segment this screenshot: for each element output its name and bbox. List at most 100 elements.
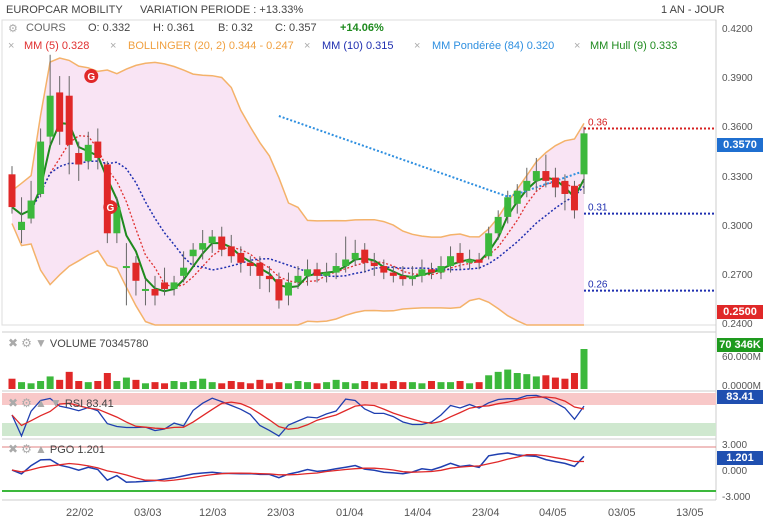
date-tick-label: 04/05 [539, 507, 567, 519]
period-selector[interactable]: 1 AN - JOUR [661, 4, 725, 16]
hull-label: MM Hull (9) 0.333 [590, 40, 678, 52]
volume-bar [447, 382, 455, 389]
close-icon[interactable]: × [110, 40, 117, 52]
gear-icon[interactable]: ⚙ [8, 23, 18, 35]
candle-body [132, 262, 140, 281]
candle-body [466, 259, 474, 263]
volume-bar [218, 383, 226, 389]
rsi-tag: 83.41 [717, 390, 763, 404]
candle-body [227, 246, 235, 257]
candles-group [8, 54, 588, 309]
candle-body [342, 259, 350, 267]
close-value: C: 0.357 [275, 22, 317, 34]
rsi-oversold-zone [2, 423, 716, 436]
volume-bar [265, 383, 273, 389]
close-icon[interactable]: ✖ [8, 442, 19, 456]
date-tick-label: 22/02 [66, 507, 94, 519]
volume-bar [370, 382, 378, 389]
candle-body [65, 95, 73, 145]
volume-bar [437, 382, 445, 389]
pgo-axis-top: 3.000 [722, 440, 748, 451]
candle-body [208, 236, 216, 244]
candle-body [256, 262, 264, 276]
candle-body [75, 153, 83, 165]
volume-bar [180, 382, 188, 389]
chart-header: EUROPCAR MOBILITY VARIATION PERIODE : +1… [0, 0, 769, 20]
candle-body [323, 272, 331, 276]
volume-bar [18, 382, 26, 389]
candle-body [294, 275, 302, 283]
candle-body [437, 266, 445, 273]
arrow-up-icon[interactable]: ▲ [34, 442, 47, 456]
pgo-signal-line [11, 454, 584, 482]
candle-body [237, 252, 245, 263]
volume-bar [408, 382, 416, 389]
rsi-label: RSI 83.41 [64, 398, 114, 410]
arrow-down-icon[interactable]: ▼ [34, 336, 47, 350]
close-icon[interactable]: × [304, 40, 311, 52]
price-levels: 0.36 0.31 0.26 [584, 117, 716, 292]
candle-body [189, 249, 197, 257]
volume-bar [84, 382, 92, 389]
candle-body [122, 266, 130, 269]
signal-marker [103, 200, 118, 215]
candle-body [199, 243, 207, 250]
candle-body [370, 262, 378, 267]
volume-bar [75, 381, 83, 389]
volume-bar [27, 383, 35, 389]
volume-bar [170, 381, 178, 389]
close-icon[interactable]: × [414, 40, 421, 52]
close-icon[interactable]: × [8, 40, 15, 52]
candle-body [380, 266, 388, 273]
volume-axis-zero: 0.0000M [722, 381, 761, 392]
volume-bar [37, 381, 45, 389]
candle-body [275, 279, 283, 301]
volume-bar [542, 375, 550, 389]
volume-bar [284, 383, 292, 389]
volume-bar [313, 383, 321, 389]
candle-body [456, 252, 464, 263]
date-tick-label: 23/03 [267, 507, 295, 519]
volume-bar [332, 379, 340, 389]
mm84-line [278, 115, 585, 198]
arrow-up-icon[interactable]: ▲ [34, 396, 47, 410]
gear-icon[interactable]: ⚙ [21, 396, 32, 410]
volume-bar [427, 381, 435, 389]
volume-bar [141, 383, 149, 389]
volume-axis-top: 60.000M [722, 352, 761, 363]
high-value: H: 0.361 [153, 22, 195, 34]
signal-marker-label: G [87, 72, 95, 83]
arrow-down-icon[interactable]: ▼ [49, 396, 62, 410]
volume-bar [561, 378, 569, 389]
candle-body [389, 272, 397, 276]
volume-bar [46, 376, 54, 389]
gear-icon[interactable]: ⚙ [21, 442, 32, 456]
volume-bar [161, 383, 169, 389]
price-tick-label: 0.3900 [722, 73, 753, 85]
variation-text: VARIATION PERIODE : +13.33% [140, 4, 304, 16]
signal-marker-label: G [106, 203, 114, 214]
candle-body [408, 275, 416, 280]
close-icon[interactable]: × [574, 40, 581, 52]
candle-body [542, 171, 550, 181]
volume-bar [151, 382, 159, 389]
candle-body [8, 174, 16, 208]
volume-bar [551, 377, 559, 389]
price-tick-label: 0.3300 [722, 171, 753, 183]
change-value: +14.06% [340, 22, 384, 34]
volume-bar [103, 373, 111, 389]
volume-bar [380, 383, 388, 389]
gear-icon[interactable]: ⚙ [21, 336, 32, 350]
candle-body [56, 92, 64, 132]
candle-body [504, 197, 512, 217]
volume-bar [351, 383, 359, 389]
pgo-tag: 1.201 [717, 451, 763, 465]
close-icon[interactable]: ✖ [8, 396, 19, 410]
level-label: 0.26 [588, 280, 608, 291]
pgo-label: PGO 1.201 [49, 444, 105, 456]
level-label: 0.36 [588, 117, 608, 128]
volume-bars [8, 349, 588, 389]
close-icon[interactable]: ✖ [8, 336, 19, 350]
candle-body [351, 252, 359, 260]
